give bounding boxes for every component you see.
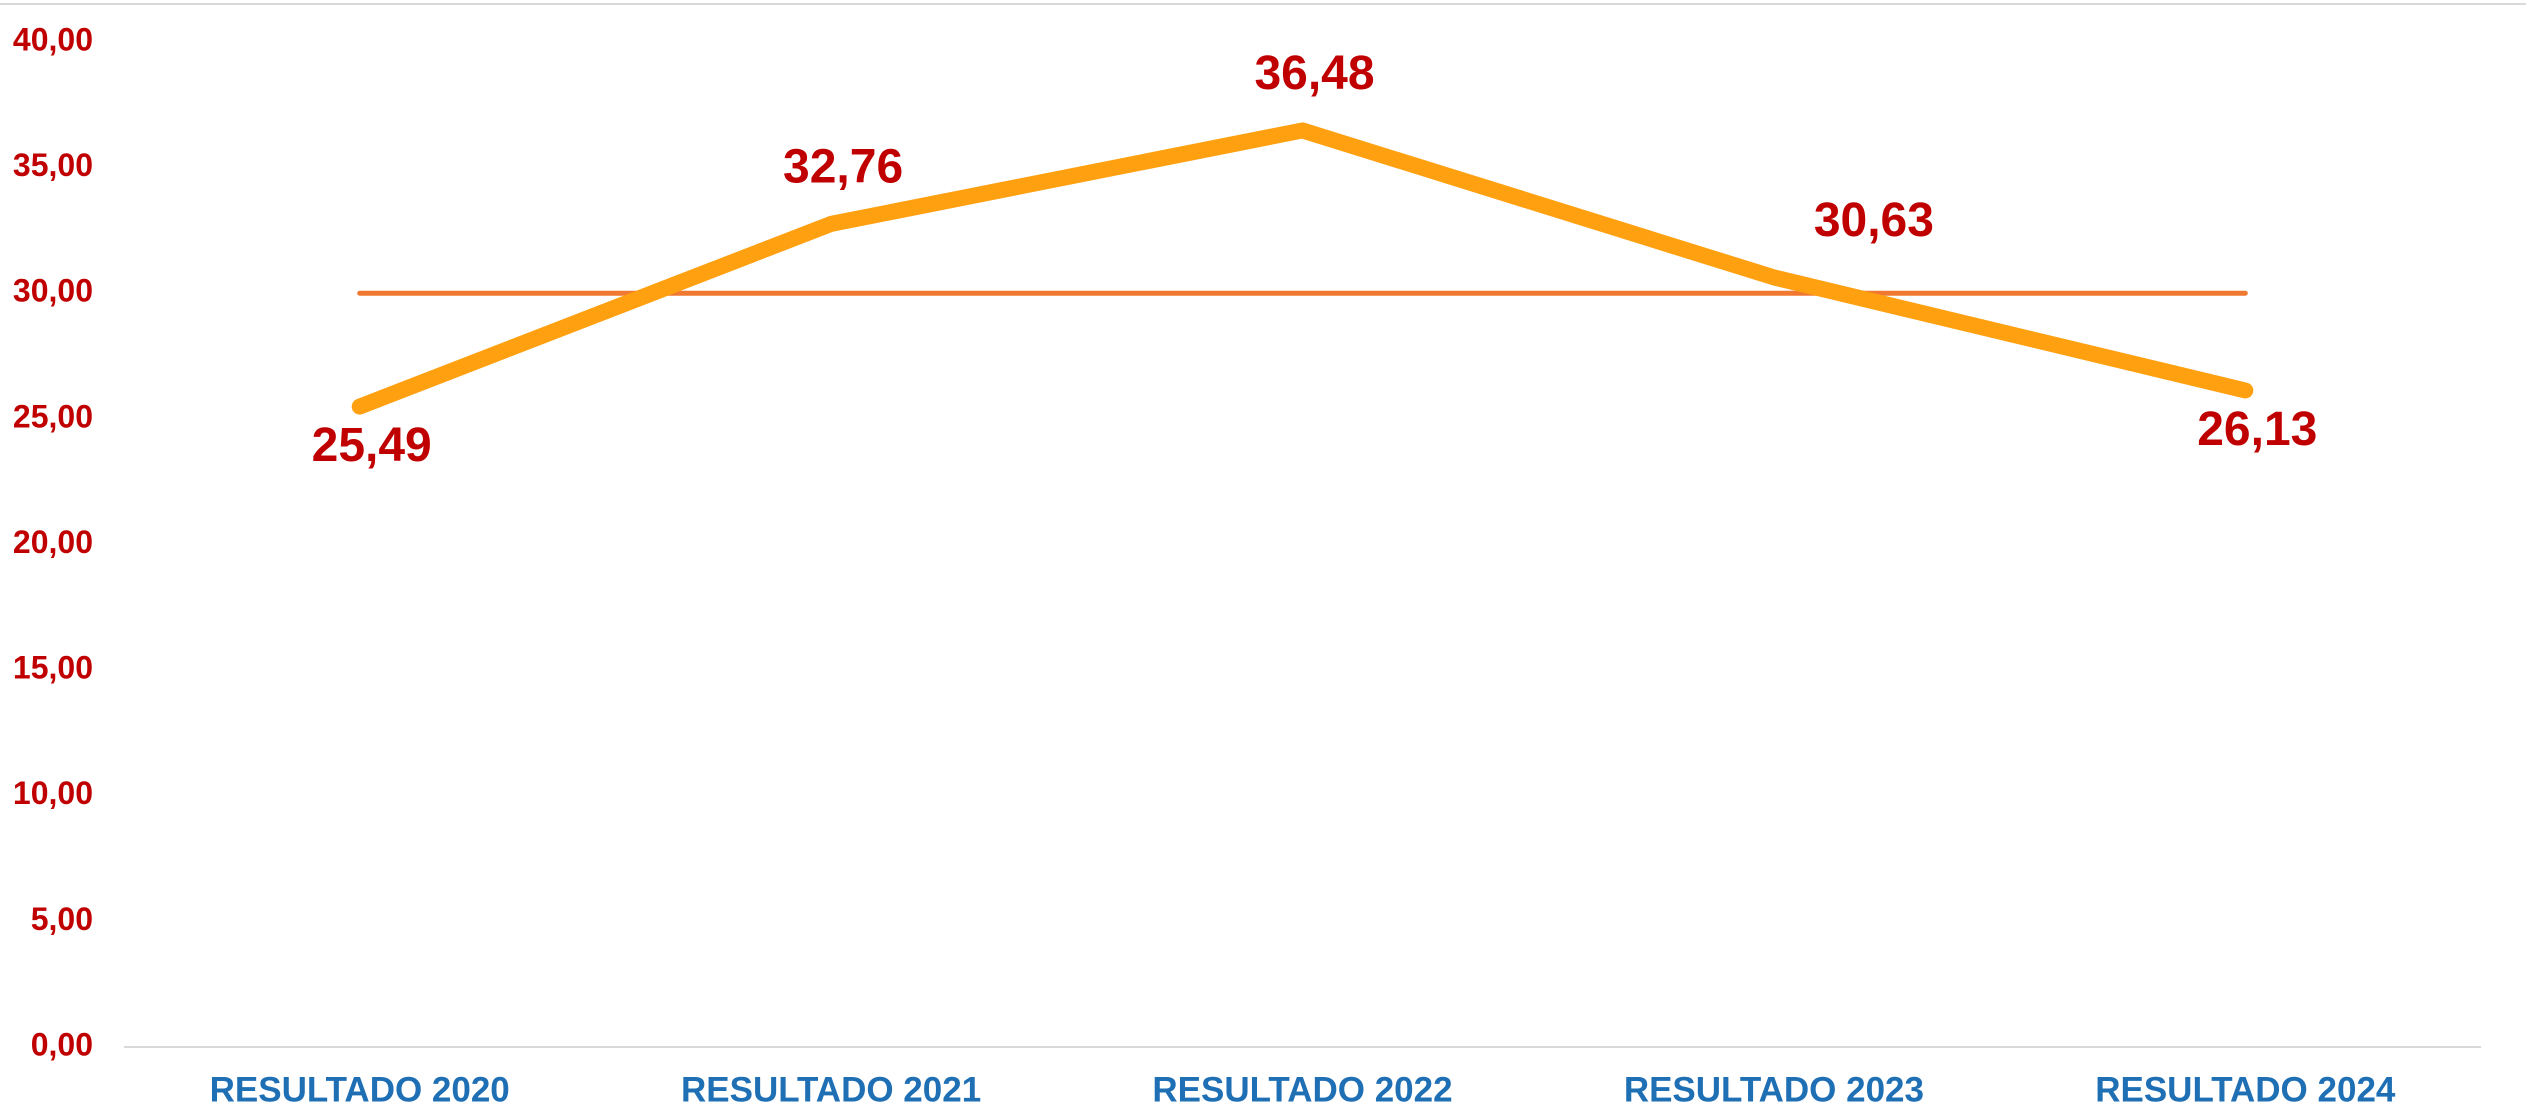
data-line — [351, 122, 2254, 415]
data-label: 25,49 — [312, 419, 432, 472]
x-tick-label: RESULTADO 2021 — [681, 1070, 981, 1109]
x-tick-label: RESULTADO 2023 — [1624, 1070, 1924, 1109]
data-label: 26,13 — [2197, 403, 2317, 456]
data-label: 30,63 — [1814, 194, 1934, 247]
y-tick-label: 30,00 — [13, 273, 93, 309]
x-tick-label: RESULTADO 2020 — [210, 1070, 510, 1109]
data-label: 36,48 — [1254, 47, 1374, 100]
data-label: 32,76 — [783, 141, 903, 194]
y-tick-label: 10,00 — [13, 775, 93, 811]
x-tick-label: RESULTADO 2024 — [2095, 1070, 2396, 1109]
y-tick-label: 25,00 — [13, 398, 93, 434]
y-tick-label: 35,00 — [13, 147, 93, 183]
y-tick-label: 20,00 — [13, 524, 93, 560]
x-tick-label: RESULTADO 2022 — [1152, 1070, 1452, 1109]
y-tick-label: 15,00 — [13, 650, 93, 686]
y-tick-label: 40,00 — [13, 21, 93, 57]
y-tick-label: 5,00 — [31, 901, 93, 937]
y-tick-label: 0,00 — [31, 1026, 93, 1062]
